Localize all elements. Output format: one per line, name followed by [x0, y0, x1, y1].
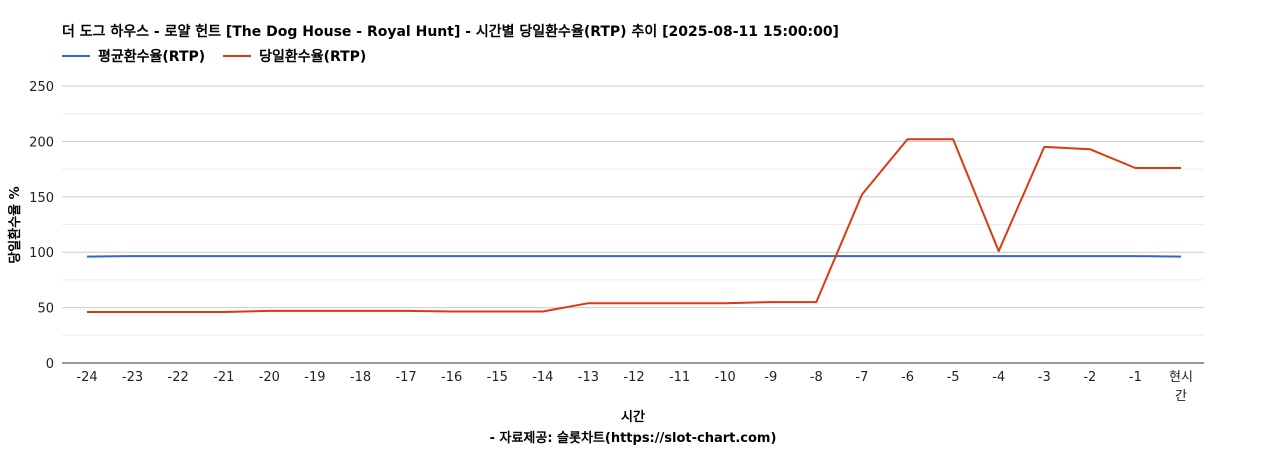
grid-lines: [62, 85, 1204, 364]
x-tick-label: -19: [304, 370, 325, 385]
legend-item-daily[interactable]: 당일환수율(RTP): [223, 46, 366, 66]
x-tick-label: -6: [901, 370, 914, 385]
y-tick-labels: 0 50 100 150 200 250: [29, 80, 54, 372]
x-tick-label: -9: [764, 370, 777, 385]
x-tick-label: -7: [855, 370, 868, 385]
legend-item-avg[interactable]: 평균환수율(RTP): [62, 46, 205, 66]
x-tick-label: -2: [1083, 370, 1096, 385]
legend-label-avg: 평균환수율(RTP): [98, 49, 206, 65]
series-line-average-rtp: [86, 255, 1182, 258]
x-tick-label: -3: [1038, 370, 1051, 385]
legend: 평균환수율(RTP) 당일환수율(RTP): [62, 46, 366, 66]
y-tick-label: 50: [37, 302, 54, 317]
legend-swatch-avg: [62, 55, 90, 57]
y-tick-label: 250: [29, 80, 54, 95]
x-tick-label: -20: [259, 370, 280, 385]
series-line-daily-rtp: [87, 138, 1181, 313]
x-tick-label: -10: [715, 370, 736, 385]
x-tick-label: -23: [122, 370, 143, 385]
x-tick-label: -12: [623, 370, 644, 385]
source-credit: - 자료제공: 슬롯차트(https://slot-chart.com): [490, 430, 777, 446]
y-tick-label: 150: [29, 191, 54, 206]
x-tick-label: -13: [578, 370, 599, 385]
x-tick-label: 현시 간: [1169, 370, 1193, 404]
x-tick-label: -8: [810, 370, 823, 385]
legend-swatch-daily: [223, 55, 252, 57]
x-tick-label: -15: [487, 370, 508, 385]
x-tick-label: -22: [168, 370, 189, 385]
x-tick-label: -21: [213, 370, 234, 385]
x-tick-label: -1: [1129, 370, 1142, 385]
x-tick-labels: -24 -23 -22 -21 -20 -19 -18 -17 -16 -15 -14 -13 -12 -…: [76, 370, 1193, 404]
x-tick-label: -14: [532, 370, 553, 385]
x-tick-label: -16: [441, 370, 462, 385]
x-tick-label: -17: [395, 370, 416, 385]
x-tick-label: -4: [992, 370, 1005, 385]
x-tick-label: -5: [947, 370, 960, 385]
y-axis-title: 당일환수율 %: [7, 186, 23, 263]
x-tick-label: -18: [350, 370, 371, 385]
x-tick-label: -11: [669, 370, 690, 385]
series-lines: [86, 138, 1182, 313]
legend-label-daily: 당일환수율(RTP): [259, 49, 367, 65]
y-tick-label: 100: [29, 246, 54, 261]
chart-title: 더 도그 하우스 - 로얄 헌트 [The Dog House - Royal …: [62, 24, 839, 40]
y-tick-label: 200: [29, 135, 54, 150]
x-axis-title: 시간: [621, 409, 645, 425]
x-tick-label: -24: [76, 370, 97, 385]
y-tick-label: 0: [46, 357, 54, 372]
